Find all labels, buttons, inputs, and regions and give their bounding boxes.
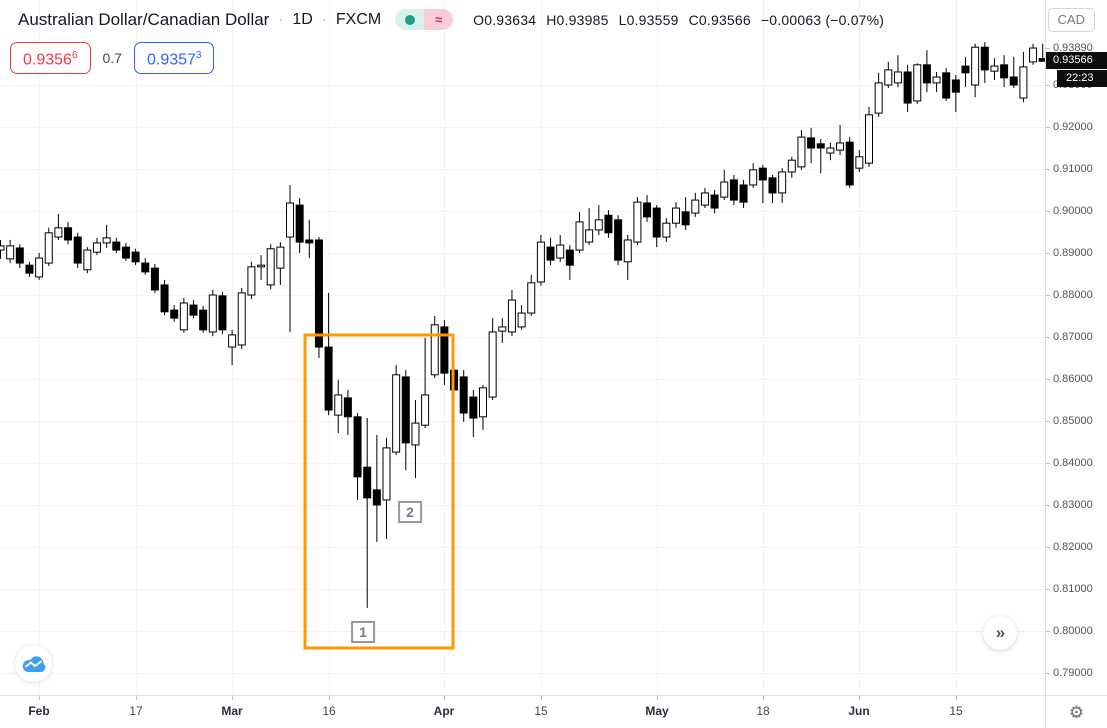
price-axis-label: 0.79000 [1053, 667, 1093, 679]
price-axis-tick [1046, 673, 1050, 674]
price-axis-label: 0.82000 [1053, 541, 1093, 553]
axis-corner-cell: ⚙ [1045, 695, 1107, 728]
current-price-badge: 0.93566 [1046, 52, 1107, 70]
symbol-header: Australian Dollar/Canadian Dollar · 1D ·… [18, 9, 884, 30]
highlight-box-annotation[interactable] [303, 333, 455, 650]
buy-price-sup: 3 [195, 50, 202, 61]
symbol-title[interactable]: Australian Dollar/Canadian Dollar [18, 9, 270, 29]
time-axis-label: 18 [756, 704, 770, 718]
price-axis-label: 0.93890 [1053, 41, 1093, 54]
separator-dot: · [321, 11, 327, 28]
time-axis-label: Jun [848, 704, 870, 718]
price-axis-label: 0.89000 [1053, 247, 1093, 259]
price-axis-label: 0.84000 [1053, 457, 1093, 469]
trade-panel: 0.93566 0.7 0.93573 [10, 42, 215, 75]
time-axis-tick [136, 696, 137, 700]
annotation-label-2[interactable]: 2 [398, 501, 422, 523]
time-axis-label: Mar [221, 704, 243, 718]
time-axis-tick [859, 696, 860, 700]
price-axis-tick [1046, 631, 1050, 632]
time-axis-label: 15 [949, 704, 963, 718]
market-open-half [395, 9, 425, 30]
close-value: C0.93566 [688, 11, 751, 28]
price-axis-tick [1046, 253, 1050, 254]
buy-price: 0.9357 [146, 51, 196, 69]
bar-countdown-badge: 22:23 [1057, 70, 1107, 88]
price-axis-tick [1046, 127, 1050, 128]
time-axis[interactable]: Feb 17 Mar 16 Apr 15 May 18 Jun 15 [0, 695, 1045, 728]
price-axis-label: 0.83000 [1053, 499, 1093, 511]
price-axis-label: 0.91000 [1053, 163, 1093, 175]
price-axis-tick [1046, 211, 1050, 212]
price-axis[interactable]: 0.938900.930000.920000.910000.900000.890… [1045, 0, 1107, 695]
buy-button[interactable]: 0.93573 [133, 42, 215, 75]
price-axis-tick [1046, 337, 1050, 338]
timeframe-label[interactable]: 1D [292, 10, 313, 28]
change-value: −0.00063 (−0.07%) [760, 11, 885, 28]
price-axis-tick [1046, 589, 1050, 590]
scroll-to-latest-button[interactable]: » [983, 616, 1017, 650]
candlestick-chart-canvas[interactable] [0, 0, 1045, 695]
high-value: H0.93985 [546, 11, 609, 28]
ohlc-readout: O0.93634 H0.93985 L0.93559 C0.93566 −0.0… [473, 12, 884, 28]
price-axis-tick [1046, 85, 1050, 86]
spread-value: 0.7 [102, 50, 122, 67]
cloud-icon [22, 655, 45, 672]
time-axis-tick [444, 696, 445, 700]
price-axis-label: 0.81000 [1053, 583, 1093, 595]
delayed-data-icon: ≈ [424, 9, 454, 30]
price-axis-tick [1046, 169, 1050, 170]
price-axis-label: 0.87000 [1053, 331, 1093, 343]
time-axis-label: May [645, 704, 669, 718]
sell-button[interactable]: 0.93566 [10, 42, 91, 75]
price-axis-label: 0.92000 [1053, 121, 1093, 133]
market-status-pill[interactable]: ≈ [395, 9, 454, 30]
time-axis-tick [763, 696, 764, 700]
time-axis-tick [39, 696, 40, 700]
price-axis-tick [1046, 47, 1050, 49]
price-axis-label: 0.90000 [1053, 205, 1093, 217]
price-axis-label: 0.80000 [1053, 625, 1093, 637]
double-chevron-right-icon: » [995, 623, 1006, 642]
publish-idea-button[interactable] [14, 644, 53, 683]
separator-dot: · [278, 11, 284, 28]
time-axis-label: 17 [129, 704, 143, 718]
price-axis-label: 0.85000 [1053, 415, 1093, 427]
gear-icon[interactable]: ⚙ [1068, 702, 1085, 722]
open-value: O0.93634 [473, 11, 537, 28]
time-axis-tick [329, 696, 330, 700]
time-axis-label: 16 [322, 704, 336, 718]
time-axis-tick [232, 696, 233, 700]
price-axis-label: 0.86000 [1053, 373, 1093, 385]
price-axis-tick [1046, 463, 1050, 464]
currency-unit-button[interactable]: CAD [1047, 8, 1095, 32]
time-axis-label: Feb [28, 704, 50, 718]
sell-price-sup: 6 [71, 50, 78, 61]
price-axis-tick [1046, 547, 1050, 548]
price-axis-tick [1046, 421, 1050, 422]
price-axis-tick [1046, 505, 1050, 506]
time-axis-tick [541, 696, 542, 700]
price-axis-label: 0.88000 [1053, 289, 1093, 301]
annotation-label-1[interactable]: 1 [351, 621, 375, 643]
time-axis-label: Apr [433, 704, 455, 718]
time-axis-label: 15 [534, 704, 548, 718]
low-value: L0.93559 [618, 11, 679, 28]
price-axis-tick [1046, 379, 1050, 380]
sell-price: 0.9356 [23, 51, 72, 69]
exchange-label[interactable]: FXCM [335, 10, 382, 28]
time-axis-tick [956, 696, 957, 700]
price-axis-tick [1046, 295, 1050, 296]
market-open-dot-icon [404, 14, 415, 25]
time-axis-tick [657, 696, 658, 700]
